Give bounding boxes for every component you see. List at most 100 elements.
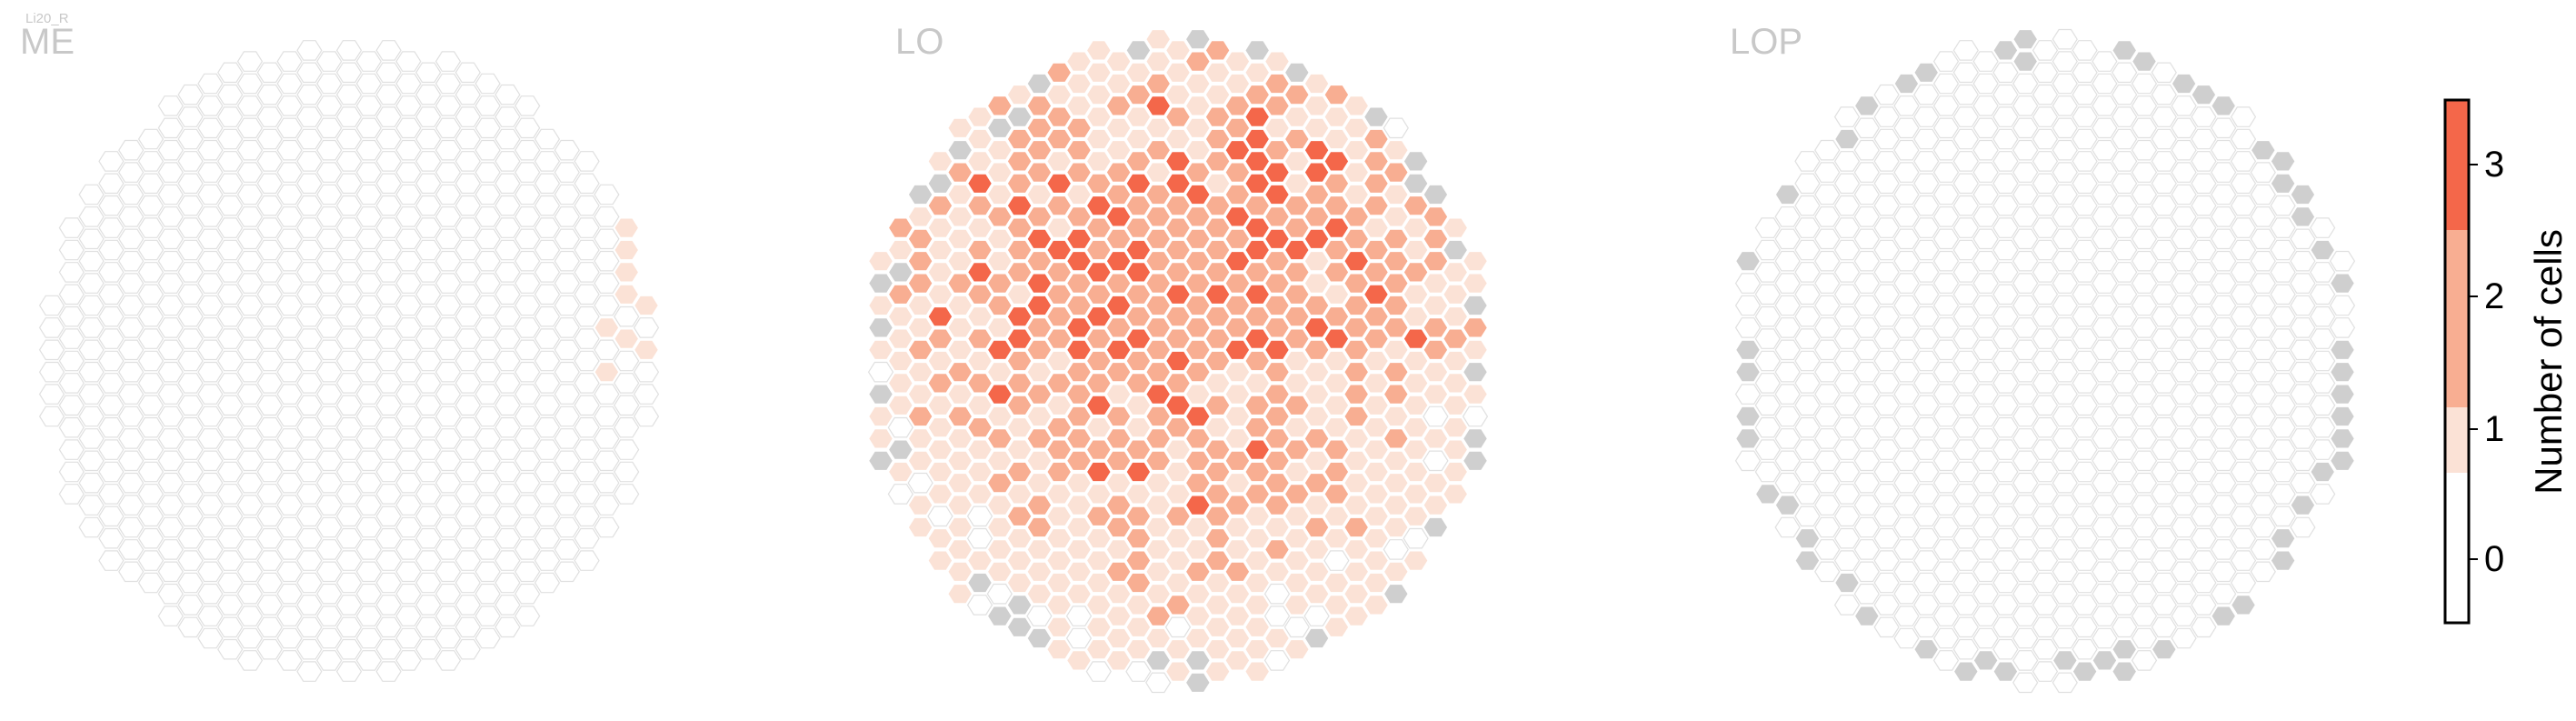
- hex-cell-3: [1244, 151, 1271, 172]
- hex-cell-missing: [1774, 495, 1801, 516]
- hex-cell-3: [1046, 239, 1073, 261]
- hex-cell-0: [2171, 428, 2197, 449]
- hex-cell-0: [1814, 339, 1841, 361]
- hex-cell-0: [217, 284, 244, 305]
- hex-cell-missing: [1244, 40, 1271, 61]
- hex-cell-1: [966, 395, 993, 416]
- hex-cell-0: [1794, 217, 1821, 238]
- hex-cell-0: [118, 250, 145, 272]
- hex-cell-0: [118, 184, 145, 205]
- hex-cell-1: [1204, 616, 1231, 638]
- hex-cell-0: [1462, 406, 1489, 427]
- hex-cell-0: [118, 339, 145, 361]
- hex-cell-0: [177, 284, 204, 305]
- hex-cell-0: [197, 117, 224, 139]
- hex-cell-2: [1204, 395, 1231, 416]
- hex-cell-1: [1046, 506, 1073, 527]
- hex-cell-0: [534, 527, 561, 549]
- hex-cell-0: [217, 106, 244, 127]
- hex-cell-0: [614, 416, 640, 438]
- hex-cell-2: [1204, 550, 1231, 571]
- hex-cell-0: [2250, 406, 2276, 427]
- hex-cell-2: [1204, 151, 1231, 172]
- hex-cell-2: [1026, 117, 1053, 139]
- hex-cell-0: [2230, 195, 2257, 216]
- hex-cell-2: [1046, 328, 1073, 349]
- hex-cell-1: [986, 495, 1013, 516]
- hex-cell-0: [256, 328, 283, 349]
- hex-cell-1: [1283, 373, 1310, 394]
- hex-cell-missing: [2329, 384, 2356, 405]
- hex-cell-0: [137, 239, 165, 261]
- hex-cell-0: [177, 416, 204, 438]
- hex-cell-0: [335, 572, 363, 594]
- hex-cell-1: [887, 305, 914, 327]
- hex-cell-0: [177, 350, 204, 372]
- hex-cell-0: [594, 273, 620, 294]
- hex-cell-3: [1046, 173, 1073, 195]
- hex-cell-0: [157, 228, 184, 250]
- hex-cell-0: [1992, 284, 2019, 305]
- hex-cell-1: [1303, 583, 1330, 605]
- hex-cell-0: [1992, 527, 2019, 549]
- hex-cell-0: [1932, 184, 1960, 205]
- hex-cell-2: [1323, 84, 1350, 105]
- hex-cell-2: [1164, 328, 1192, 349]
- hex-cell-0: [534, 373, 561, 394]
- hex-cell-0: [236, 317, 264, 338]
- hex-cell-missing: [1754, 484, 1781, 505]
- hex-cell-0: [2052, 672, 2078, 694]
- hex-cell-0: [2230, 506, 2257, 527]
- hex-cell-missing: [986, 117, 1013, 139]
- hex-cell-0: [98, 217, 125, 238]
- hex-cell-0: [197, 250, 224, 272]
- hex-cell-0: [316, 117, 343, 139]
- hex-cell-0: [594, 339, 620, 361]
- hex-cell-1: [1443, 284, 1469, 305]
- hex-cell-0: [907, 472, 934, 494]
- hex-cell-missing: [2052, 650, 2078, 671]
- hex-cell-0: [177, 550, 204, 571]
- hex-cell-1: [1204, 661, 1231, 682]
- hex-cell-3: [1125, 239, 1152, 261]
- hex-cell-0: [335, 506, 363, 527]
- hex-cell-3: [1343, 250, 1370, 272]
- hex-cell-0: [256, 151, 283, 172]
- hex-cell-2: [1303, 206, 1330, 227]
- hex-cell-0: [887, 416, 914, 438]
- hex-cell-1: [1403, 373, 1429, 394]
- hex-cell-2: [1244, 305, 1271, 327]
- hex-cell-0: [316, 472, 343, 494]
- hex-cell-0: [2032, 527, 2059, 549]
- hex-cell-0: [395, 361, 422, 383]
- hex-cell-0: [177, 217, 204, 238]
- hex-cell-0: [236, 516, 264, 538]
- hex-cell-0: [1932, 139, 1960, 161]
- hex-cell-0: [2151, 461, 2177, 483]
- hex-cell-0: [1992, 106, 2019, 127]
- hex-cell-2: [966, 328, 993, 349]
- hex-cell-0: [1992, 151, 2019, 172]
- hex-cell-0: [494, 616, 521, 638]
- hex-cell-0: [474, 295, 501, 316]
- hex-cell-0: [256, 84, 283, 105]
- hex-cell-1: [947, 428, 973, 449]
- hex-cell-0: [2290, 339, 2316, 361]
- hex-cell-2: [887, 217, 914, 238]
- hex-cell-1: [1403, 305, 1429, 327]
- hex-cell-missing: [2329, 361, 2356, 383]
- hex-cell-2: [1403, 195, 1429, 216]
- hex-cell-missing: [1006, 595, 1033, 616]
- hex-cell-0: [276, 95, 303, 116]
- hex-cell-0: [2290, 317, 2316, 338]
- hex-cell-3: [1224, 206, 1251, 227]
- hex-cell-0: [236, 206, 264, 227]
- hex-cell-missing: [986, 606, 1013, 626]
- hex-cell-0: [2032, 572, 2059, 594]
- hex-cell-1: [1283, 527, 1310, 549]
- hex-cell-1: [947, 339, 973, 361]
- hex-cell-missing: [1423, 184, 1449, 205]
- hex-cell-0: [1853, 206, 1880, 227]
- hex-cell-0: [1814, 539, 1841, 560]
